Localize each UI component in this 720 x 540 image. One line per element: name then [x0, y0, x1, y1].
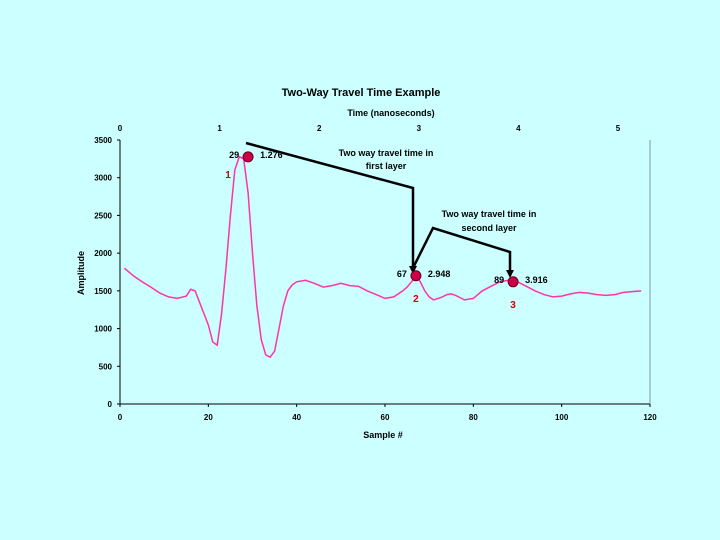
x2-tick-label: 0	[118, 124, 123, 133]
x-tick-label: 60	[381, 413, 390, 422]
marker-sample-label-2: 67	[397, 269, 407, 279]
marker-point-1	[242, 151, 254, 163]
series-line	[123, 155, 642, 359]
x2-axis-title: Time (nanoseconds)	[347, 108, 434, 118]
y-tick-label: 0	[108, 400, 113, 409]
marker-time-label-1: 1.276	[260, 150, 283, 160]
arrow-second-layer	[411, 226, 512, 272]
marker-index-label-3: 3	[510, 300, 516, 311]
x-tick-label: 80	[469, 413, 478, 422]
x-tick-label: 0	[118, 413, 123, 422]
y-tick-label: 3000	[94, 174, 112, 183]
marker-sample-label-1: 29	[229, 150, 239, 160]
x-tick-label: 100	[555, 413, 569, 422]
x2-tick-label: 5	[616, 124, 621, 133]
x-axis-title: Sample #	[363, 430, 403, 440]
annotation-arrows	[245, 141, 514, 278]
x-tick-label: 40	[292, 413, 301, 422]
annotation-1-line2: first layer	[366, 161, 407, 171]
x2-tick-label: 3	[417, 124, 422, 133]
chart-title: Two-Way Travel Time Example	[282, 87, 441, 99]
marker-time-label-2: 2.948	[428, 269, 451, 279]
arrow-first-layer	[245, 141, 415, 268]
marker-index-label-1: 1	[225, 170, 231, 181]
y-tick-label: 2000	[94, 249, 112, 258]
marker-index-label-2: 2	[413, 294, 419, 305]
marker-time-label-3: 3.916	[525, 275, 548, 285]
arrow-first-layer-head	[409, 266, 417, 274]
arrow-second-layer-head	[506, 270, 514, 278]
y-tick-label: 2500	[94, 211, 112, 220]
marker-sample-label-3: 89	[494, 275, 504, 285]
y-axis-title: Amplitude	[76, 251, 86, 295]
annotation-2-line2: second layer	[461, 223, 517, 233]
annotation-2-line1: Two way travel time in	[442, 209, 537, 219]
y-tick-label: 1500	[94, 287, 112, 296]
annotation-1-line1: Two way travel time in	[339, 148, 434, 158]
x-tick-label: 120	[643, 413, 657, 422]
marker-point-2	[410, 270, 422, 282]
marker-point-3	[507, 276, 519, 288]
y-tick-label: 1000	[94, 325, 112, 334]
x2-tick-label: 2	[317, 124, 322, 133]
x2-tick-label: 4	[516, 124, 521, 133]
y-tick-label: 500	[99, 362, 113, 371]
y-tick-label: 3500	[94, 136, 112, 145]
x2-tick-label: 1	[217, 124, 222, 133]
ticks-group: 0 20 40 60 80 100 1200500100015002000250030003…	[94, 124, 657, 422]
markers-group: 29 1.276 1 67 2.948 2 89 3.916 3	[225, 150, 547, 311]
x-tick-label: 20	[204, 413, 213, 422]
